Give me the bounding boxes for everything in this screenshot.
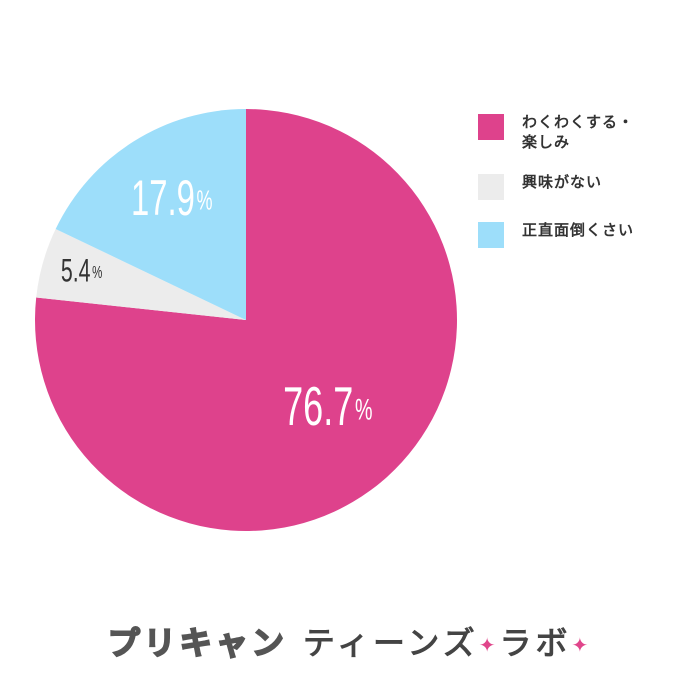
data-label-1: 5.4% <box>61 252 102 289</box>
sparkle-icon: ✦ <box>478 633 500 657</box>
sparkle-icon-2: ✦ <box>571 633 593 657</box>
logo-text-part3: ラボ <box>499 624 572 662</box>
legend-label-0: わくわくする・ 楽しみ <box>522 113 635 151</box>
pie-slice-1 <box>36 228 247 320</box>
legend-label-1: 興味がない <box>522 173 603 191</box>
legend-item-1: 興味がない <box>478 172 688 200</box>
legend-label-2: 正直面倒くさい <box>522 221 635 239</box>
data-label-2: 17.9% <box>131 170 213 226</box>
legend-item-2: 正直面倒くさい <box>478 220 688 248</box>
logo-text-part1: プリキャン <box>107 623 288 663</box>
legend-swatch-0 <box>478 114 504 140</box>
legend-item-0: わくわくする・ 楽しみ <box>478 112 688 152</box>
pie-slice-0 <box>35 109 458 531</box>
logo-text-part2: ティーンズ <box>302 624 479 662</box>
legend-swatch-2 <box>478 222 504 248</box>
brand-logo: プリキャン ティーンズ✦ラボ✦ <box>0 618 700 664</box>
data-label-0: 76.7% <box>283 376 372 437</box>
legend-swatch-1 <box>478 174 504 200</box>
legend: わくわくする・ 楽しみ 興味がない 正直面倒くさい <box>478 112 688 268</box>
pie-slice-2 <box>55 109 246 320</box>
